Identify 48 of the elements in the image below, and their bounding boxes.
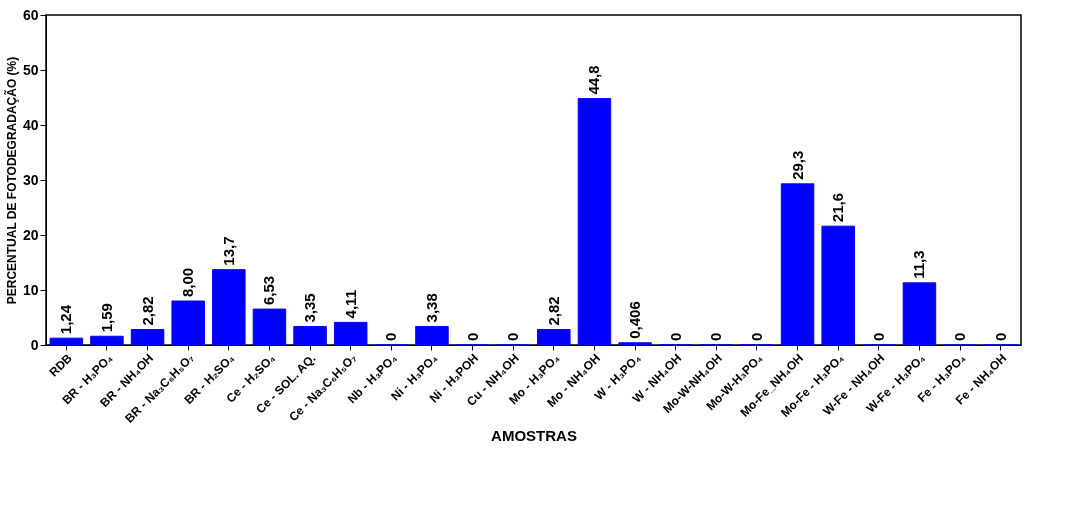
- bar: [171, 300, 205, 346]
- bar: [333, 321, 368, 346]
- x-axis-title: AMOSTRAS: [491, 426, 577, 444]
- data-label: 0: [382, 332, 400, 341]
- data-label: 0: [747, 332, 765, 341]
- data-label: 0: [951, 332, 969, 341]
- y-tick-label: 60: [22, 6, 39, 23]
- data-label: 44,8: [585, 65, 603, 95]
- bar: [537, 328, 571, 346]
- data-label: 1,24: [57, 304, 75, 335]
- bar: [212, 269, 246, 346]
- y-tick-label: 10: [22, 281, 39, 298]
- y-tick-label: 0: [30, 336, 39, 353]
- data-label: 3,35: [301, 293, 319, 323]
- y-tick-label: 20: [22, 226, 39, 243]
- bar: [130, 328, 165, 346]
- data-label: 6,53: [260, 275, 278, 306]
- bar: [293, 326, 327, 346]
- data-label: 8,00: [179, 267, 197, 297]
- data-label: 2,82: [138, 296, 156, 326]
- bar: [821, 225, 855, 346]
- bar: [577, 98, 612, 346]
- data-label: 29,3: [788, 150, 806, 180]
- data-label: 0: [666, 332, 684, 341]
- bar: [780, 183, 815, 346]
- data-label: 0: [707, 332, 725, 341]
- data-label: 11,3: [910, 250, 928, 279]
- y-tick-label: 30: [22, 171, 39, 188]
- y-tick-label: 40: [22, 116, 39, 133]
- y-tick-label: 50: [22, 61, 39, 78]
- data-label: 2,82: [544, 296, 562, 326]
- bar: [902, 282, 937, 346]
- bar: [49, 337, 84, 346]
- y-axis-title: PERCENTUAL DE FOTODEGRADAÇÃO (%): [3, 56, 19, 305]
- data-label: 0: [991, 332, 1009, 341]
- data-label: 1,59: [97, 303, 115, 333]
- data-label: 0,406: [626, 301, 644, 339]
- data-label: 0: [869, 332, 887, 341]
- bar: [618, 342, 652, 346]
- data-label: 21,6: [829, 193, 847, 223]
- bar: [90, 335, 124, 346]
- data-label: 4,11: [341, 290, 359, 319]
- data-label: 13,7: [219, 236, 237, 266]
- data-label: 0: [504, 332, 522, 341]
- bar: [252, 308, 287, 346]
- data-label: 3,38: [422, 293, 440, 323]
- data-label: 0: [463, 332, 481, 341]
- bar: [415, 325, 449, 346]
